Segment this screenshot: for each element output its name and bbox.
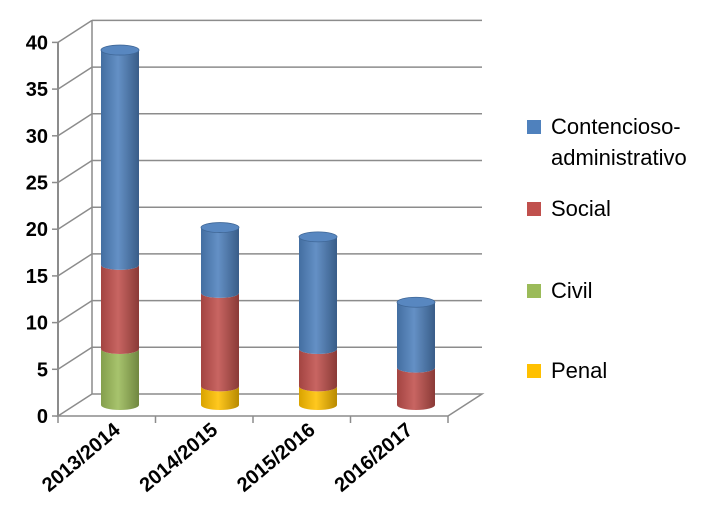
gridline-side <box>57 206 93 230</box>
category-label: 2013/2014 <box>38 418 125 496</box>
legend-swatch <box>527 284 541 298</box>
bar-top-cap <box>100 44 140 56</box>
legend-label: Social <box>551 196 611 221</box>
bar-segment-civil <box>101 348 139 410</box>
bar-segment-social <box>101 264 139 354</box>
legend-item-social: Social <box>527 196 611 221</box>
bar-segment-social <box>201 292 239 392</box>
bar-segment-social <box>397 367 435 410</box>
axes <box>52 20 449 423</box>
gridline-side <box>57 299 93 324</box>
y-tick-label: 40 <box>26 32 48 54</box>
gridline-side <box>57 66 93 90</box>
bar-segment-penal <box>299 386 337 410</box>
gridline-side <box>57 19 93 44</box>
legend-swatch <box>527 364 541 378</box>
bar-segment-contencioso-administrativo <box>299 236 337 354</box>
legend-swatch <box>527 202 541 216</box>
category-label: 2015/2016 <box>233 419 320 497</box>
chart-walls <box>55 393 485 417</box>
chart-floor <box>55 393 485 417</box>
gridline-side <box>57 346 93 370</box>
legend: Contencioso-administrativo Social Civil Pen… <box>527 114 687 383</box>
legend-item-penal: Penal <box>527 358 607 383</box>
y-tick-labels: 0 5 10 15 20 25 30 35 40 <box>26 32 48 428</box>
bar-segment-social <box>299 348 337 392</box>
bar-segment-contencioso-administrativo <box>397 302 435 373</box>
gridline-side <box>57 113 93 137</box>
bar-top-cap <box>396 296 436 308</box>
gridline-side <box>57 253 93 277</box>
bar-segment-contencioso-administrativo <box>101 50 139 270</box>
y-tick-label: 30 <box>26 126 48 148</box>
bar-segment-penal <box>201 386 239 410</box>
y-tick-label: 15 <box>26 266 48 288</box>
bar-stack-2015-2016 <box>298 231 338 410</box>
y-tick-label: 0 <box>37 406 48 428</box>
category-label: 2014/2015 <box>136 419 223 497</box>
legend-swatch <box>527 120 541 134</box>
legend-label: Civil <box>551 278 593 303</box>
y-tick-label: 5 <box>37 359 48 381</box>
legend-item-civil: Civil <box>527 278 593 303</box>
category-label: 2016/2017 <box>331 419 418 497</box>
bars <box>100 44 436 410</box>
legend-label: administrativo <box>551 145 687 170</box>
y-tick-label: 25 <box>26 173 48 195</box>
bar-segment-contencioso-administrativo <box>201 227 239 298</box>
y-tick-label: 20 <box>26 219 48 241</box>
y-tick-label: 35 <box>26 79 48 101</box>
bar-top-cap <box>200 222 240 233</box>
y-tick-label: 10 <box>26 313 48 335</box>
category-labels: 2013/2014 2014/2015 2015/2016 2016/2017 <box>38 418 417 496</box>
gridline-side <box>57 159 93 184</box>
legend-label: Contencioso- <box>551 114 681 139</box>
bar-stack-2013-2014 <box>100 44 140 410</box>
legend-label: Penal <box>551 358 607 383</box>
legend-item-contencioso-administrativo: Contencioso-administrativo <box>527 114 687 170</box>
bar-stack-2016-2017 <box>396 296 436 410</box>
bar-top-cap <box>298 231 338 243</box>
bar-stack-2014-2015 <box>200 222 240 410</box>
